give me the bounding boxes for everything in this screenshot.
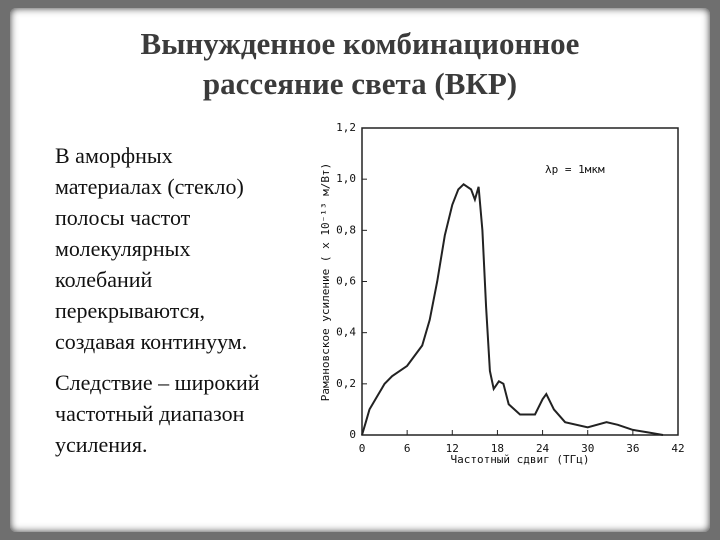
text-line: усиления.: [55, 432, 148, 457]
x-tick-label: 24: [536, 442, 550, 455]
y-tick-label: 1,0: [336, 172, 356, 185]
x-tick-label: 12: [446, 442, 459, 455]
y-axis-label: Рамановское усиление ( x 10⁻¹³ м/Вт): [319, 163, 332, 401]
x-tick-label: 42: [671, 442, 684, 455]
title-line: рассеяние света (ВКР): [202, 66, 518, 101]
data-line: [361, 183, 664, 436]
text-line: перекрываются,: [55, 298, 206, 323]
text-line: полосы частот: [55, 205, 191, 230]
y-tick-label: 1,2: [336, 121, 356, 134]
y-tick-label: 0,2: [336, 377, 356, 390]
plot-frame: [361, 127, 679, 436]
y-tick-label: 0,6: [336, 275, 356, 288]
text-line: В аморфных: [55, 143, 173, 168]
y-tick-label: 0,4: [336, 326, 356, 339]
y-tick-label: 0: [349, 428, 356, 441]
paragraph: В аморфных материалах (стекло) полосы част…: [55, 140, 247, 357]
text-line: Следствие – широкий: [55, 370, 260, 395]
text-line: частотный диапазон: [55, 401, 245, 426]
text-line: создавая континуум.: [55, 329, 248, 354]
x-axis-label: Частотный сдвиг (ТГц): [450, 453, 589, 466]
x-tick-label: 30: [581, 442, 594, 455]
x-tick-label: 6: [404, 442, 411, 455]
x-tick-label: 0: [359, 442, 366, 455]
text-line: колебаний: [55, 267, 153, 292]
slide: [10, 8, 710, 532]
title-line: Вынужденное комбинационное: [140, 26, 580, 61]
text-line: молекулярных: [55, 236, 191, 261]
x-tick-label: 36: [626, 442, 639, 455]
x-tick-label: 18: [491, 442, 504, 455]
y-tick-label: 0,8: [336, 223, 356, 236]
paragraph: Следствие – широкий частотный диапазон уси…: [55, 367, 260, 460]
text-line: материалах (стекло): [55, 174, 244, 199]
annotation: λp = 1мкм: [545, 163, 605, 176]
